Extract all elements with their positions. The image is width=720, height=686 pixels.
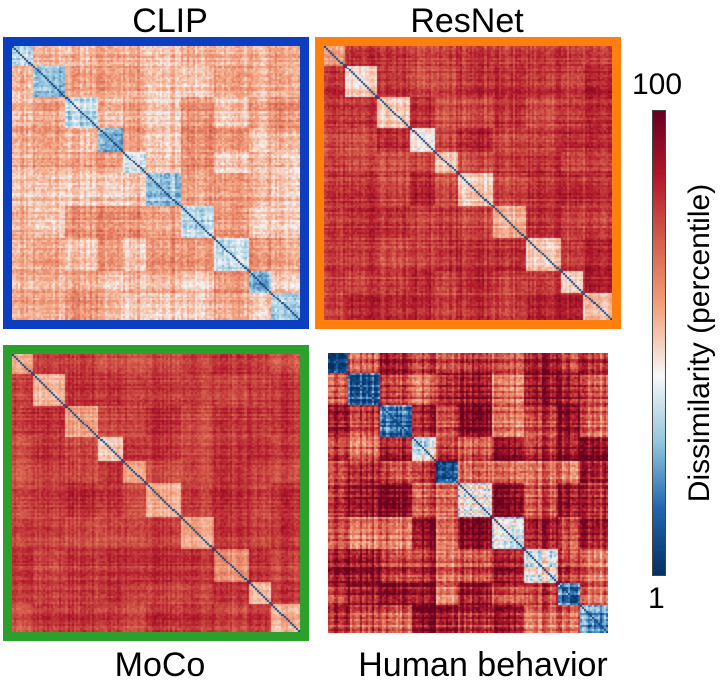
colorbar-max-label: 100 [632,68,683,101]
human-behavior-title: Human behavior [358,646,608,684]
colorbar [652,110,666,576]
clip-title: CLIP [132,2,208,40]
resnet-heatmap [324,46,612,320]
resnet-heatmap-panel [315,37,621,329]
human-behavior-heatmap [328,353,608,633]
colorbar-axis-label: Dissimilarity (percentile) [683,183,716,503]
clip-heatmap [12,46,300,320]
moco-heatmap [12,354,300,632]
resnet-title: ResNet [410,2,524,40]
colorbar-min-label: 1 [648,582,665,615]
moco-heatmap-panel [3,345,309,641]
moco-title: MoCo [114,646,206,684]
clip-heatmap-panel [3,37,309,329]
human-behavior-heatmap-panel [328,353,608,633]
